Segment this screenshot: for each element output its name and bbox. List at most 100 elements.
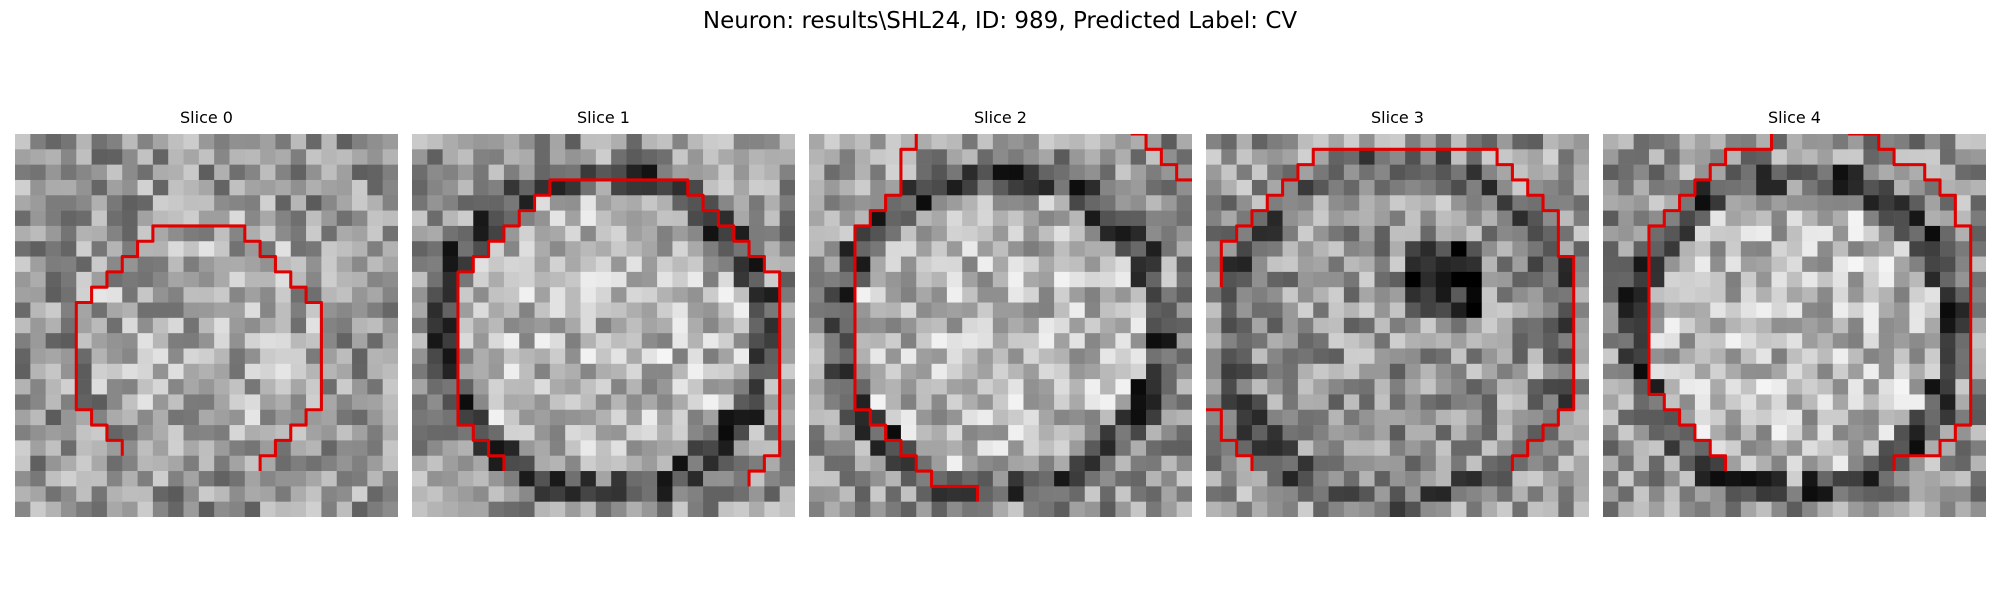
pixel [1970,164,1986,181]
pixel [1679,256,1696,273]
pixel [1786,486,1803,502]
pixel [1420,363,1437,380]
pixel [611,195,627,211]
pixel [1359,287,1375,303]
pixel [412,210,428,227]
pixel [749,195,765,211]
pixel [1451,455,1467,472]
pixel [534,348,551,365]
pixel [503,271,520,288]
pixel [1297,333,1314,349]
pixel [76,225,92,242]
pixel [1725,317,1742,334]
pixel [1512,471,1529,487]
pixel [1236,210,1253,227]
pixel [1405,179,1421,196]
pixel [306,302,322,319]
pixel [1100,271,1116,288]
pixel [1359,363,1375,380]
pixel [260,409,276,426]
pixel [1512,317,1529,334]
pixel [1786,317,1803,334]
pixel [1251,317,1268,334]
pixel [626,164,643,181]
pixel [122,287,138,303]
pixel [1894,317,1910,334]
pixel [657,195,673,211]
pixel [519,164,535,181]
pixel [260,379,276,395]
pixel [76,363,92,380]
pixel [641,134,658,150]
pixel [549,471,566,487]
pixel [1710,302,1726,319]
pixel [1543,471,1559,487]
pixel [611,179,627,196]
pixel [15,149,31,165]
pixel [1297,134,1314,150]
pixel [15,440,31,457]
pixel [183,287,200,303]
pixel [519,333,535,349]
pixel [733,241,750,257]
pixel [1267,134,1283,150]
pixel [1374,455,1391,472]
pixel [30,409,46,426]
pixel [1023,134,1040,150]
pixel [106,179,123,196]
pixel [1084,317,1101,334]
pixel [1740,455,1757,472]
pixel [1633,425,1650,441]
pixel [565,501,581,517]
pixel [122,317,138,334]
pixel [1878,134,1895,150]
pixel [733,134,750,150]
pixel [1435,302,1452,319]
pixel [809,256,825,273]
pixel [1267,225,1283,242]
pixel [137,455,154,472]
pixel [1848,440,1864,457]
pixel [1527,379,1544,395]
pixel [1023,363,1040,380]
pixel [1481,149,1498,165]
pixel [1435,256,1452,273]
pixel [962,271,978,288]
pixel [1955,287,1971,303]
pixel [352,425,368,441]
pixel [306,425,322,441]
pixel [1878,271,1895,288]
pixel [839,409,856,426]
pixel [580,409,597,426]
pixel [1924,179,1941,196]
pixel [442,379,459,395]
pixel [382,440,398,457]
pixel [1679,501,1696,517]
pixel [352,379,368,395]
pixel [1817,333,1834,349]
pixel [900,164,917,181]
pixel [824,501,840,517]
slice-title: Slice 1 [577,108,630,127]
pixel [580,333,597,349]
pixel [1664,348,1680,365]
pixel [382,425,398,441]
pixel [595,302,612,319]
pixel [1405,379,1421,395]
pixel [885,302,902,319]
pixel [1573,241,1589,257]
pixel [1328,348,1345,365]
pixel [779,302,795,319]
pixel [916,409,932,426]
pixel [1970,225,1986,242]
pixel [565,348,581,365]
pixel [1313,317,1329,334]
pixel [1832,134,1849,150]
pixel [977,271,994,288]
pixel [1648,271,1665,288]
pixel [1558,394,1574,411]
pixel [1527,149,1544,165]
pixel [1359,348,1375,365]
pixel [457,317,474,334]
pixel [900,425,917,441]
